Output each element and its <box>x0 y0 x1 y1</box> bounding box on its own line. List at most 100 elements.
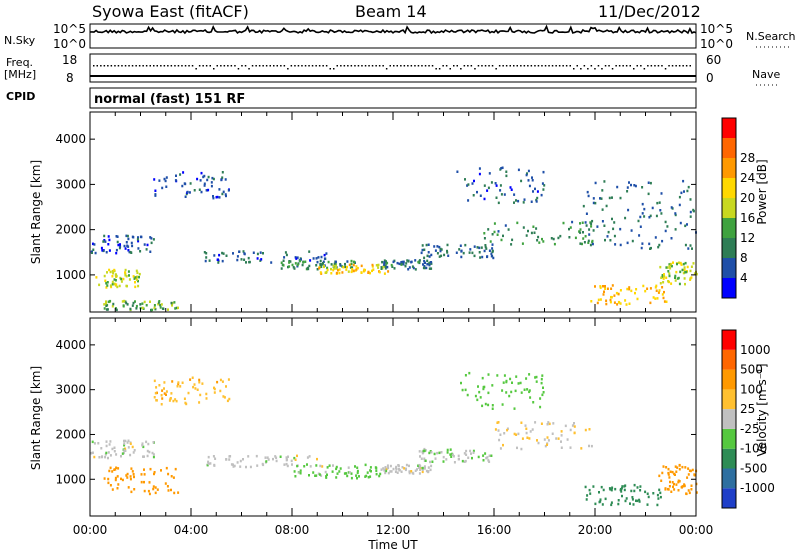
echo-cell <box>214 457 217 460</box>
nave-point <box>216 65 218 67</box>
echo-cell <box>105 251 108 254</box>
echo-cell <box>164 179 167 183</box>
echo-cell <box>153 396 156 399</box>
echo-cell <box>121 478 124 482</box>
nave-ytick-bottom: 0 <box>706 71 714 85</box>
echo-cell <box>493 222 496 225</box>
echo-cell <box>384 267 387 270</box>
echo-cell <box>203 182 206 185</box>
nave-point <box>131 65 134 67</box>
echo-cell <box>300 258 302 261</box>
echo-cell <box>163 177 166 181</box>
nave-point <box>142 65 144 67</box>
echo-cell <box>184 195 187 198</box>
echo-cell <box>113 278 116 281</box>
echo-cell <box>542 170 545 174</box>
echo-cell <box>562 221 565 225</box>
echo-cell <box>594 181 597 185</box>
echo-cell <box>660 276 663 279</box>
nave-point <box>230 65 233 67</box>
echo-cell <box>646 287 649 290</box>
echo-cell <box>338 470 341 473</box>
echo-cell <box>174 398 177 401</box>
echo-cell <box>299 472 302 475</box>
echo-cell <box>107 451 110 454</box>
echo-cell <box>695 272 698 276</box>
noise-ytick-top-right: 10^5 <box>700 22 733 36</box>
colorbar-swatch <box>722 138 736 158</box>
echo-cell <box>584 485 587 489</box>
echo-cell <box>350 476 353 480</box>
echo-cell <box>203 184 206 187</box>
echo-cell <box>213 391 216 394</box>
echo-cell <box>125 275 128 278</box>
echo-cell <box>427 251 430 254</box>
echo-cell <box>674 274 677 278</box>
echo-cell <box>113 268 116 272</box>
echo-cell <box>638 234 641 237</box>
echo-cell <box>465 453 468 456</box>
echo-cell <box>628 287 631 291</box>
echo-cell <box>296 464 299 468</box>
nave-point <box>227 65 229 67</box>
echo-cell <box>506 428 509 432</box>
echo-cell <box>426 263 429 266</box>
echo-cell <box>384 265 387 268</box>
echo-cell <box>139 250 142 253</box>
echo-cell <box>651 206 654 210</box>
echo-cell <box>423 256 426 260</box>
echo-cell <box>367 270 370 274</box>
echo-cell <box>428 261 431 265</box>
echo-cell <box>690 488 693 491</box>
echo-cell <box>686 476 689 479</box>
echo-cell <box>207 188 210 192</box>
echo-cell <box>673 488 676 491</box>
echo-cell <box>624 484 627 487</box>
echo-cell <box>585 224 588 227</box>
colorbar-tick-label: -500 <box>740 461 767 475</box>
echo-cell <box>690 265 693 268</box>
colorbar-swatch <box>722 258 736 278</box>
echo-cell <box>431 460 434 463</box>
echo-cell <box>296 454 298 458</box>
echo-cell <box>142 455 144 458</box>
echo-cell <box>155 386 158 389</box>
echo-cell <box>396 471 399 474</box>
echo-cell <box>423 248 426 251</box>
nave-point <box>513 65 515 67</box>
echo-cell <box>405 463 408 467</box>
echo-cell <box>658 201 661 204</box>
nave-point <box>682 65 684 67</box>
echo-cell <box>143 300 146 304</box>
echo-cell <box>547 439 550 442</box>
echo-cell <box>105 444 108 448</box>
echo-cell <box>443 253 446 257</box>
echo-cell <box>380 267 383 270</box>
echo-cell <box>551 432 554 435</box>
colorbar-swatch <box>722 198 736 218</box>
nave-point <box>135 65 137 67</box>
echo-cell <box>111 488 114 491</box>
echo-cell <box>394 470 397 473</box>
echo-cell <box>230 463 233 466</box>
echo-cell <box>677 480 680 484</box>
echo-cell <box>631 239 634 243</box>
echo-cell <box>128 278 131 281</box>
echo-cell <box>407 268 410 271</box>
echo-cell <box>654 297 657 300</box>
echo-cell <box>163 387 165 390</box>
echo-cell <box>603 180 606 183</box>
nave-point <box>555 65 557 67</box>
echo-cell <box>499 189 502 192</box>
echo-cell <box>600 197 603 200</box>
colorbar-swatch <box>722 330 736 350</box>
echo-cell <box>634 291 636 295</box>
echo-cell <box>267 458 270 461</box>
echo-cell <box>497 230 500 233</box>
echo-cell <box>154 491 157 495</box>
echo-cell <box>580 447 583 450</box>
echo-cell <box>667 473 670 476</box>
echo-cell <box>525 377 528 380</box>
echo-cell <box>212 455 215 458</box>
echo-cell <box>129 477 132 481</box>
